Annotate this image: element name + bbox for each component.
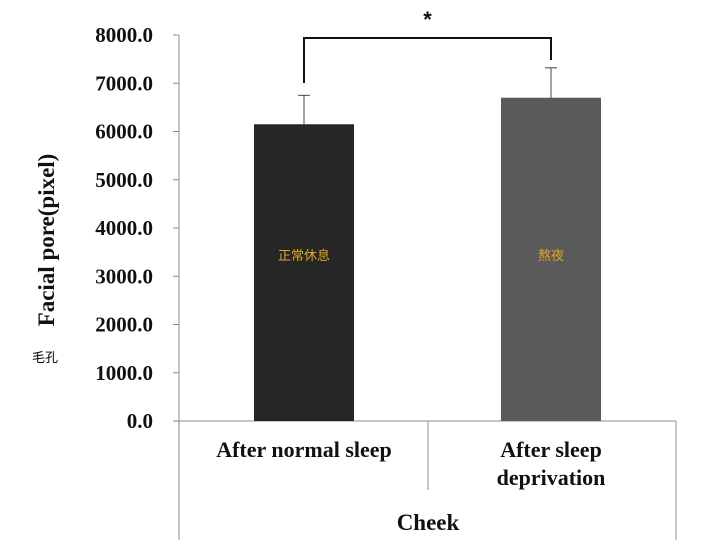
category-label: After normal sleep [216,437,392,462]
group-label: Cheek [397,510,460,535]
bar [501,97,601,421]
y-tick-label: 1000.0 [95,361,153,385]
bar [254,124,354,421]
y-tick-label: 5000.0 [95,168,153,192]
y-tick-labels: 0.0 1000.0 2000.0 3000.0 4000.0 5000.0 6000.0 7… [95,23,153,433]
bracket-line [303,37,552,83]
significance-marker: * [423,7,432,32]
category-labels: After normal sleep After sleep deprivation [216,437,605,490]
bar-annotation: 熬夜 [538,248,564,264]
y-tick-label: 3000.0 [95,264,153,288]
bar-annotation: 正常休息 [278,248,330,264]
y-tick-label: 2000.0 [95,313,153,337]
bars: 正常休息 熬夜 [254,97,601,421]
y-axis-label: Facial pore(pixel) [34,154,59,327]
y-tick-label: 7000.0 [95,71,153,95]
y-tick-label: 0.0 [127,409,153,433]
y-tick-label: 4000.0 [95,216,153,240]
y-tick-label: 6000.0 [95,120,153,144]
significance-bracket: * [303,7,552,83]
category-label: After sleep deprivation [497,437,606,490]
y-axis-note: 毛孔 [32,351,58,366]
y-tick-label: 8000.0 [95,23,153,47]
error-bars [298,67,557,125]
